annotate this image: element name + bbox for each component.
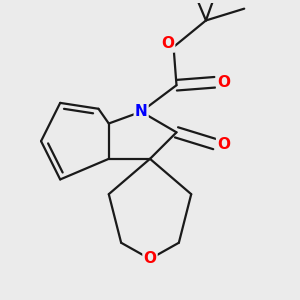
Text: N: N [135, 104, 148, 119]
Text: O: O [217, 136, 230, 152]
Text: O: O [143, 251, 157, 266]
Text: O: O [217, 75, 230, 90]
Text: O: O [161, 37, 174, 52]
